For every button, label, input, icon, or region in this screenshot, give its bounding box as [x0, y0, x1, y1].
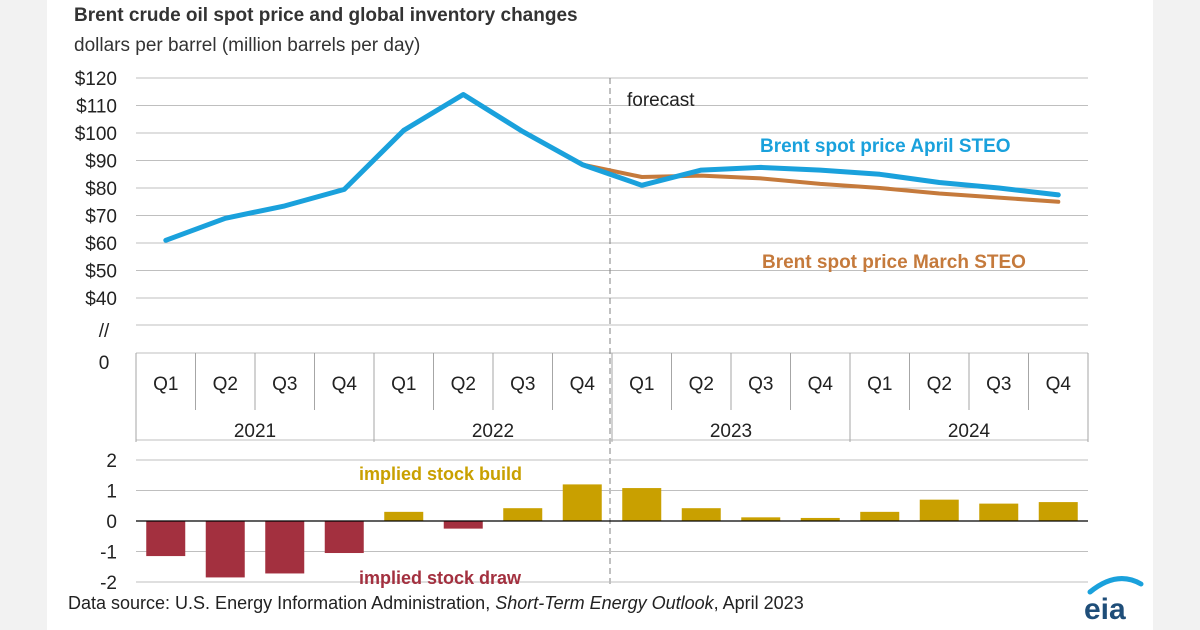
y-tick-label: $120: [75, 69, 117, 90]
y-tick-label: $50: [85, 262, 117, 283]
march-steo-label: Brent spot price March STEO: [762, 252, 1026, 273]
stock-draw-bar: [146, 521, 186, 557]
y-tick-label: -1: [100, 543, 117, 564]
x-tick-label: Q1: [391, 374, 416, 395]
year-label: 2024: [948, 421, 991, 442]
stock-build-bar: [800, 517, 840, 521]
forecast-label: forecast: [627, 90, 695, 111]
y-tick-label: //: [99, 321, 110, 342]
stock-build-bar: [979, 503, 1019, 521]
year-label: 2023: [710, 421, 752, 442]
x-tick-label: Q4: [332, 374, 358, 395]
stock-build-bar: [562, 484, 602, 521]
chart-subtitle: dollars per barrel (million barrels per …: [74, 35, 421, 56]
eia-logo-text: eia: [1084, 593, 1126, 626]
x-tick-label: Q1: [153, 374, 178, 395]
x-tick-label: Q1: [629, 374, 654, 395]
april-steo-label: Brent spot price April STEO: [760, 136, 1011, 157]
x-tick-label: Q3: [748, 374, 773, 395]
y-tick-label: $70: [85, 207, 117, 228]
x-tick-label: Q2: [689, 374, 714, 395]
y-tick-label: -2: [100, 573, 117, 594]
y-tick-label: 2: [106, 451, 117, 472]
y-tick-label: 0: [106, 512, 117, 533]
stock-build-bar: [503, 508, 543, 521]
march-steo-line: [580, 162, 1061, 204]
stock-draw-bar: [443, 521, 483, 529]
chart-title: Brent crude oil spot price and global in…: [74, 5, 578, 26]
year-label: 2021: [234, 421, 276, 442]
x-tick-label: Q2: [451, 374, 476, 395]
source-prefix: Data source: U.S. Energy Information Adm…: [68, 593, 496, 613]
april-steo-line: [163, 92, 1061, 243]
y-tick-label: $40: [85, 289, 117, 310]
stock-draw-bar: [265, 521, 305, 574]
stock-build-bar: [741, 517, 781, 521]
x-tick-label: Q2: [213, 374, 238, 395]
y-tick-label: $110: [76, 97, 117, 118]
build-annotation: implied stock build: [359, 464, 522, 484]
stock-build-bar: [384, 511, 424, 521]
x-tick-label: Q4: [1046, 374, 1072, 395]
x-tick-label: Q4: [570, 374, 596, 395]
stock-build-bar: [919, 499, 959, 521]
x-tick-label: Q1: [867, 374, 892, 395]
x-tick-label: Q2: [927, 374, 952, 395]
data-source: Data source: U.S. Energy Information Adm…: [68, 593, 804, 614]
stock-build-bar: [860, 511, 900, 521]
y-tick-label: 1: [106, 482, 117, 503]
y-tick-label: $60: [85, 234, 117, 255]
draw-annotation: implied stock draw: [359, 568, 522, 588]
x-tick-label: Q3: [986, 374, 1011, 395]
x-tick-label: Q3: [272, 374, 297, 395]
year-label: 2022: [472, 421, 514, 442]
source-suffix: , April 2023: [713, 593, 804, 613]
stock-draw-bar: [324, 521, 364, 554]
y-tick-label: $100: [75, 124, 117, 145]
stock-build-bar: [681, 508, 721, 521]
stock-build-bar: [1038, 502, 1078, 521]
x-tick-label: Q3: [510, 374, 535, 395]
stock-build-bar: [622, 488, 662, 521]
x-tick-label: Q4: [808, 374, 834, 395]
y-tick-label: 0: [99, 353, 110, 374]
source-publication: Short-Term Energy Outlook: [495, 593, 714, 613]
y-tick-label: $80: [85, 179, 117, 200]
eia-logo-arc: [1087, 576, 1144, 595]
stock-draw-bar: [205, 521, 245, 578]
y-tick-label: $90: [85, 152, 117, 173]
